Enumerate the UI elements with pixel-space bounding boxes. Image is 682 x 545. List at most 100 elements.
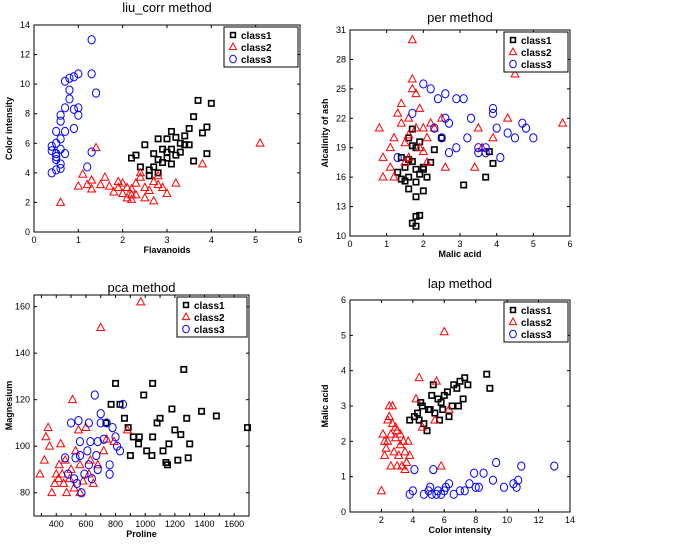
- point-class1: [185, 125, 193, 133]
- point-class2: [379, 450, 390, 459]
- point-class1: [412, 193, 420, 201]
- panel-per: per method 0 1 2 3 4 5 6 10 13 16 19 22 25 28 31 Malic a…: [320, 10, 573, 259]
- point-class1: [412, 212, 420, 220]
- point-class3: [105, 460, 114, 470]
- point-class1: [177, 431, 185, 439]
- legend-marker-class1: [509, 36, 517, 44]
- point-class3: [452, 143, 461, 153]
- point-class2: [73, 424, 84, 434]
- point-class3: [492, 123, 501, 133]
- point-class1: [401, 177, 409, 185]
- point-class3: [430, 123, 439, 133]
- point-class2: [39, 454, 50, 464]
- point-class2: [135, 171, 146, 181]
- point-class3: [455, 486, 465, 496]
- y-tick-label: 19: [336, 143, 346, 153]
- legend-label-class2: class2: [241, 43, 272, 54]
- point-class3: [87, 474, 96, 484]
- legend-label-class2: class2: [521, 318, 552, 329]
- point-class3: [56, 159, 65, 169]
- point-class3: [550, 461, 559, 471]
- point-class2: [86, 174, 97, 184]
- point-class1: [417, 398, 425, 406]
- point-class2: [95, 322, 106, 331]
- point-class1: [143, 447, 151, 455]
- point-class2: [414, 103, 425, 112]
- y-tick-label: 160: [15, 302, 30, 312]
- point-class2: [418, 146, 429, 156]
- point-class1: [244, 424, 252, 432]
- x-tick-label: 1: [384, 239, 389, 249]
- point-class1: [194, 96, 202, 104]
- point-class2: [384, 411, 395, 420]
- point-class3: [75, 450, 85, 461]
- point-class1: [405, 185, 413, 193]
- point-class1: [172, 133, 180, 141]
- point-class3: [466, 113, 476, 123]
- series-class3: [47, 35, 101, 178]
- point-class2: [136, 296, 146, 306]
- point-class2: [153, 179, 163, 189]
- point-class1: [148, 452, 156, 460]
- point-class3: [87, 69, 96, 79]
- point-class2: [157, 182, 168, 192]
- point-class3: [80, 469, 89, 479]
- y-axis-label: Malic acid: [320, 384, 330, 427]
- legend-marker-class1: [229, 31, 237, 39]
- point-class2: [444, 404, 454, 413]
- point-class3: [419, 79, 428, 89]
- y-tick-label: 13: [336, 202, 346, 212]
- x-tick-label: 1: [76, 235, 81, 245]
- y-tick-label: 2: [25, 197, 30, 207]
- point-class3: [408, 486, 417, 496]
- point-class1: [184, 454, 192, 462]
- point-class1: [149, 379, 157, 387]
- point-class2: [488, 132, 498, 142]
- point-class3: [60, 76, 70, 86]
- point-class2: [171, 177, 181, 187]
- point-class2: [54, 459, 64, 469]
- series-class2: [374, 34, 568, 181]
- point-class2: [473, 122, 484, 132]
- legend-marker-class2: [181, 311, 191, 321]
- chart-title: pca method: [108, 280, 176, 295]
- point-class2: [91, 142, 101, 152]
- y-tick-label: 4: [341, 366, 346, 376]
- point-class2: [122, 424, 133, 434]
- point-class2: [407, 34, 418, 44]
- point-class2: [126, 183, 137, 193]
- point-class1: [423, 427, 431, 435]
- point-class2: [140, 192, 150, 202]
- point-class3: [512, 482, 521, 492]
- point-class2: [378, 428, 388, 438]
- point-class3: [481, 143, 490, 153]
- x-tick-label: 1000: [135, 519, 155, 529]
- y-tick-label: 0: [25, 227, 30, 237]
- y-axis-label: Alcalinity of ash: [320, 98, 330, 167]
- point-class3: [492, 457, 501, 468]
- point-class3: [60, 103, 70, 113]
- point-class1: [145, 172, 153, 180]
- point-class3: [393, 152, 402, 163]
- point-class3: [426, 84, 435, 94]
- point-class1: [183, 414, 191, 422]
- point-class1: [176, 148, 184, 156]
- point-class1: [412, 178, 420, 186]
- point-class3: [517, 461, 526, 471]
- point-class2: [390, 421, 401, 431]
- point-class2: [557, 117, 568, 127]
- point-class3: [56, 110, 65, 120]
- point-class1: [423, 173, 431, 181]
- point-class1: [416, 138, 424, 146]
- point-class3: [87, 35, 96, 45]
- series-class3: [393, 79, 538, 163]
- y-axis-label: Color intensity: [4, 97, 14, 160]
- x-axis-label: Malic acid: [438, 249, 481, 259]
- y-tick-label: 25: [336, 84, 346, 94]
- point-class3: [440, 486, 449, 496]
- point-class2: [382, 435, 393, 445]
